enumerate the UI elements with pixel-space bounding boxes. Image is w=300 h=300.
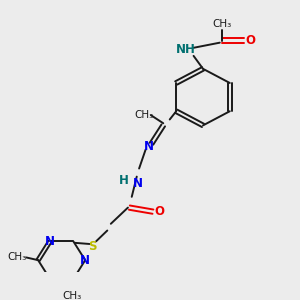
- Text: CH₃: CH₃: [62, 290, 81, 300]
- Text: CH₃: CH₃: [212, 19, 232, 29]
- Text: N: N: [143, 140, 154, 154]
- Text: O: O: [246, 34, 256, 47]
- Text: H: H: [118, 174, 128, 187]
- Text: N: N: [45, 235, 55, 248]
- Text: O: O: [154, 205, 164, 218]
- Text: CH₃: CH₃: [134, 110, 154, 120]
- Text: NH: NH: [176, 44, 195, 56]
- Text: CH₃: CH₃: [8, 253, 27, 262]
- Text: N: N: [80, 254, 90, 267]
- Text: S: S: [88, 240, 97, 253]
- Text: N: N: [133, 177, 143, 190]
